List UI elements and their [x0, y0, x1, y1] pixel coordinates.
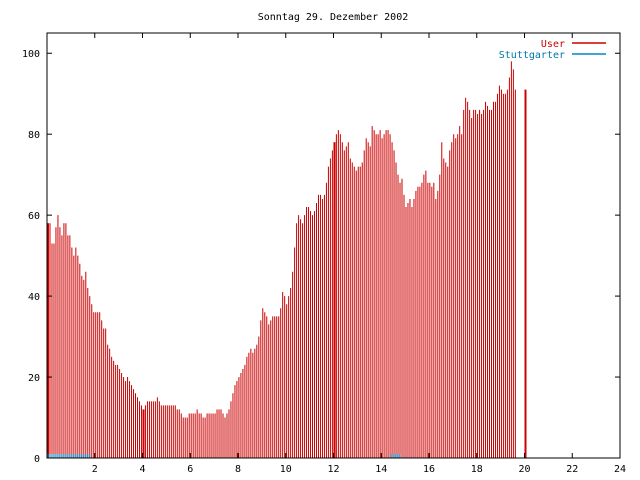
- y-tick-label: 0: [34, 454, 40, 465]
- x-tick-label: 14: [375, 464, 387, 475]
- x-tick-label: 4: [139, 464, 145, 475]
- x-tick-label: 8: [235, 464, 241, 475]
- y-tick-label: 20: [28, 373, 40, 384]
- x-tick-label: 12: [327, 464, 339, 475]
- y-tick-label: 60: [28, 211, 40, 222]
- legend-label-user: User: [541, 39, 565, 50]
- highlight-bars: [47, 89, 527, 458]
- legend-label-stuttgarter: Stuttgarter: [499, 50, 565, 61]
- y-tick-label: 80: [28, 130, 40, 141]
- x-axis: 2 4 6 8 10 12 14 16 18 20 22 24: [92, 33, 626, 475]
- legend: User Stuttgarter: [499, 39, 606, 61]
- x-tick-label: 20: [518, 464, 530, 475]
- x-tick-label: 6: [187, 464, 193, 475]
- chart-title: Sonntag 29. Dezember 2002: [258, 12, 409, 23]
- bar-series-user: [47, 61, 516, 458]
- x-tick-label: 18: [471, 464, 483, 475]
- y-axis: 0 20 40 60 80 100: [22, 49, 620, 465]
- x-tick-label: 16: [423, 464, 435, 475]
- x-tick-label: 10: [280, 464, 292, 475]
- y-tick-label: 40: [28, 292, 40, 303]
- x-tick-label: 24: [614, 464, 626, 475]
- x-tick-label: 22: [566, 464, 578, 475]
- x-tick-label: 2: [92, 464, 98, 475]
- y-tick-label: 100: [22, 49, 40, 60]
- bar-series-stuttgarter: [47, 453, 401, 458]
